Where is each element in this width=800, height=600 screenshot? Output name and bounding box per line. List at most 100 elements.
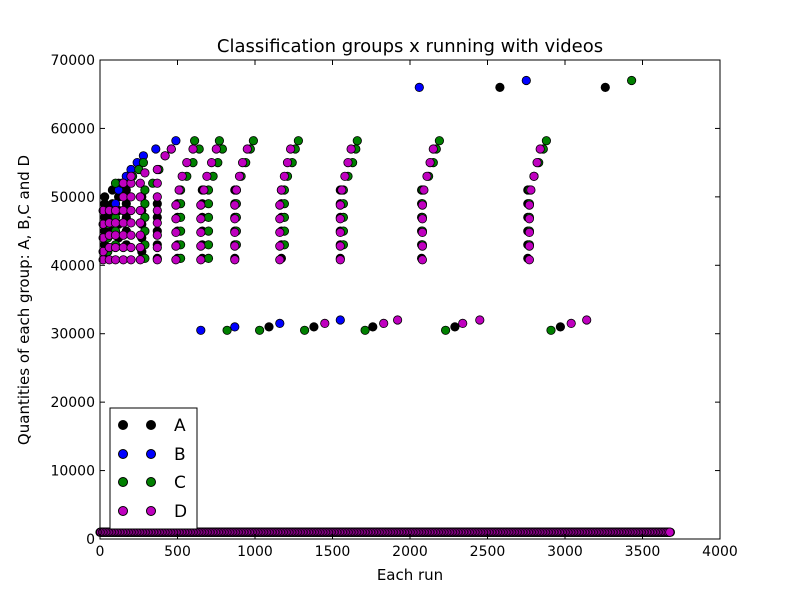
point-c xyxy=(546,325,556,335)
legend-marker-d-2 xyxy=(146,506,156,516)
point-d xyxy=(242,144,252,154)
point-c xyxy=(140,185,150,195)
x-tick-label: 2000 xyxy=(392,544,428,560)
point-d xyxy=(524,255,535,265)
point-d xyxy=(276,185,286,195)
point-b xyxy=(275,318,285,328)
point-d xyxy=(335,227,345,237)
point-d xyxy=(202,171,212,181)
point-d xyxy=(171,227,181,237)
point-b xyxy=(171,136,181,146)
point-d xyxy=(152,242,162,253)
point-c xyxy=(541,136,552,146)
point-c xyxy=(140,199,150,209)
point-d xyxy=(135,242,145,253)
point-d xyxy=(335,214,345,224)
point-b xyxy=(335,315,345,325)
point-d xyxy=(335,200,345,210)
point-a xyxy=(264,322,274,332)
point-d xyxy=(152,255,162,265)
legend-label-b: B xyxy=(174,445,186,465)
point-d xyxy=(425,158,435,168)
point-d xyxy=(275,214,285,224)
point-d xyxy=(230,255,240,265)
legend: A B C D xyxy=(109,407,198,530)
point-d xyxy=(335,241,345,251)
point-c xyxy=(190,136,200,146)
point-d xyxy=(126,171,136,181)
point-d xyxy=(110,255,121,265)
point-c xyxy=(203,212,214,222)
x-tick-label: 1000 xyxy=(237,544,273,560)
point-a xyxy=(309,322,319,332)
point-d xyxy=(282,158,293,168)
point-d xyxy=(135,205,145,216)
point-d xyxy=(171,255,181,265)
y-tick-label: 40000 xyxy=(50,258,95,274)
point-d xyxy=(275,227,285,237)
point-d xyxy=(160,151,170,161)
point-d xyxy=(135,230,145,240)
point-d xyxy=(126,242,136,253)
point-a xyxy=(600,82,610,93)
y-tick-label: 30000 xyxy=(50,327,95,343)
point-c xyxy=(138,158,148,168)
point-d xyxy=(196,241,206,251)
point-d xyxy=(238,158,248,168)
y-axis-label: Quantities of each group: A, B,C and D xyxy=(15,155,33,445)
point-b xyxy=(414,82,424,93)
point-d xyxy=(275,200,285,210)
point-d xyxy=(335,255,345,265)
point-d xyxy=(234,171,245,181)
point-d xyxy=(126,192,136,202)
legend-marker-c-2 xyxy=(146,477,156,487)
point-c xyxy=(255,325,265,335)
point-d xyxy=(152,218,162,228)
point-d xyxy=(182,158,192,168)
x-tick-label: 4000 xyxy=(702,544,738,560)
point-d xyxy=(196,200,206,210)
point-d xyxy=(230,200,240,210)
point-a xyxy=(555,322,566,332)
point-d xyxy=(337,185,347,195)
legend-label-a: A xyxy=(174,416,186,436)
plot-background xyxy=(100,60,720,539)
point-c xyxy=(434,136,444,146)
point-d xyxy=(582,315,592,325)
point-d xyxy=(126,230,136,240)
point-d xyxy=(118,205,128,216)
point-d xyxy=(535,144,545,154)
point-c xyxy=(293,136,303,146)
point-d xyxy=(279,171,289,181)
point-d xyxy=(343,158,353,168)
legend-marker-a-2 xyxy=(146,420,156,430)
point-d xyxy=(524,200,535,210)
point-d xyxy=(211,144,221,154)
point-d xyxy=(524,214,535,224)
legend-marker-a xyxy=(118,420,128,430)
point-d xyxy=(199,185,209,195)
point-c xyxy=(222,325,232,335)
point-d xyxy=(126,205,136,216)
point-d xyxy=(379,318,389,328)
point-d xyxy=(231,185,241,195)
point-c xyxy=(360,325,370,335)
point-d xyxy=(135,192,145,202)
point-d xyxy=(458,318,468,328)
point-d xyxy=(526,185,536,195)
point-d xyxy=(188,144,198,154)
point-a xyxy=(495,82,505,93)
point-d xyxy=(118,242,128,253)
point-d xyxy=(135,218,145,228)
legend-entry-c: C xyxy=(118,473,186,493)
point-d xyxy=(346,144,356,154)
x-tick-label: 3500 xyxy=(625,544,661,560)
marks xyxy=(95,75,676,537)
point-d xyxy=(135,255,145,265)
point-d xyxy=(135,178,145,188)
y-tick-label: 20000 xyxy=(50,395,95,411)
point-d xyxy=(417,214,427,224)
point-d xyxy=(152,230,162,240)
point-d xyxy=(417,255,427,265)
point-c xyxy=(203,226,214,236)
